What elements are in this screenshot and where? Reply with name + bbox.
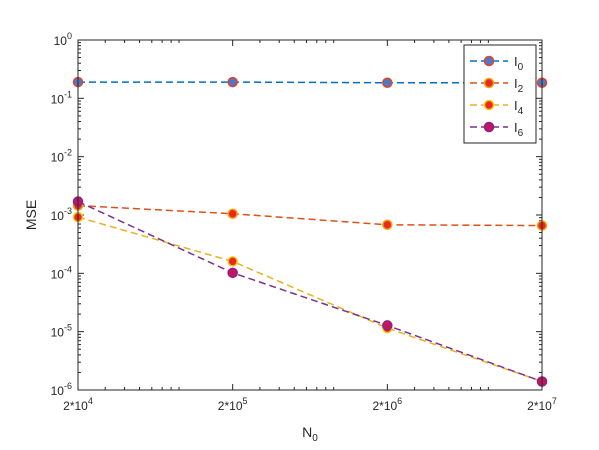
legend-marker-I6 — [483, 121, 495, 133]
x-axis-title-subscript: 0 — [312, 433, 318, 444]
y-tick-label-base: 10 — [54, 34, 68, 48]
y-tick-label-exponent: 0 — [67, 31, 72, 41]
y-tick-label-base: 10 — [51, 92, 65, 106]
y-tick-label-exponent: -2 — [64, 148, 72, 158]
legend-label-main: I — [514, 120, 518, 135]
y-tick-label-base: 10 — [51, 151, 65, 165]
y-tick-label-base: 10 — [51, 384, 65, 398]
y-tick-label: 10-1 — [51, 89, 72, 106]
y-tick-label-exponent: -4 — [64, 264, 72, 274]
x-tick-label: 2*105 — [218, 396, 248, 413]
x-tick-label: 2*106 — [372, 396, 402, 413]
data-point-I2 — [382, 219, 393, 231]
series-line-I2 — [77, 204, 543, 227]
data-point-I4 — [227, 256, 238, 267]
x-tick-label-base: 2*10 — [218, 399, 243, 413]
legend-marker-I2 — [483, 77, 495, 89]
legend-marker-I4 — [483, 99, 495, 111]
x-tick-label-exponent: 5 — [243, 396, 248, 406]
data-point-I0 — [227, 76, 238, 88]
x-tick-label: 2*104 — [63, 396, 93, 413]
x-tick-label-base: 2*10 — [372, 399, 397, 413]
x-axis-ticks: 2*104 2*105 2*106 2*107 — [63, 40, 557, 413]
y-tick-label-exponent: -1 — [64, 89, 72, 99]
x-tick-label-exponent: 4 — [88, 396, 93, 406]
legend-label-subscript: 0 — [518, 62, 524, 73]
y-tick-label-exponent: -3 — [64, 206, 72, 216]
y-tick-label: 10-6 — [51, 381, 72, 398]
data-point-I6 — [382, 320, 393, 331]
y-axis-title: MSE — [23, 200, 39, 230]
legend-label-subscript: 6 — [518, 128, 524, 139]
y-tick-label: 10-4 — [51, 264, 72, 281]
y-tick-label: 10-5 — [51, 323, 72, 340]
legend-label-I0: I0 — [514, 54, 524, 73]
series-line-I6 — [77, 200, 543, 383]
legend-label-I4: I4 — [514, 98, 524, 117]
y-tick-label: 10-3 — [51, 206, 72, 223]
plot-area-frame — [77, 39, 543, 391]
y-tick-label-exponent: -6 — [64, 381, 72, 391]
y-tick-label-base: 10 — [51, 326, 65, 340]
legend-marker-I0 — [483, 55, 495, 67]
data-point-I2 — [227, 208, 238, 220]
x-tick-label-base: 2*10 — [63, 399, 88, 413]
y-tick-label-base: 10 — [51, 267, 65, 281]
legend-box — [463, 44, 537, 144]
data-point-I6 — [227, 267, 238, 279]
x-tick-label: 2*107 — [527, 396, 557, 413]
legend-label-main: I — [514, 76, 518, 91]
y-tick-label: 10-2 — [51, 148, 72, 165]
x-axis-title: N0 — [302, 424, 318, 444]
series-line-I4 — [77, 216, 543, 383]
legend-label-subscript: 4 — [518, 106, 524, 117]
data-point-I0 — [382, 77, 393, 88]
y-tick-label-base: 10 — [51, 209, 65, 223]
x-tick-label-exponent: 6 — [397, 396, 402, 406]
y-tick-label-exponent: -5 — [64, 323, 72, 333]
x-tick-label-exponent: 7 — [552, 396, 557, 406]
legend-label-I2: I2 — [514, 76, 524, 95]
legend-label-main: I — [514, 98, 518, 113]
legend-label-main: I — [514, 54, 518, 69]
x-tick-label-base: 2*10 — [527, 399, 552, 413]
x-axis-title-main: N — [302, 424, 312, 440]
legend-label-I6: I6 — [514, 120, 524, 139]
legend-label-subscript: 2 — [518, 84, 524, 95]
y-tick-label: 100 — [54, 31, 72, 48]
